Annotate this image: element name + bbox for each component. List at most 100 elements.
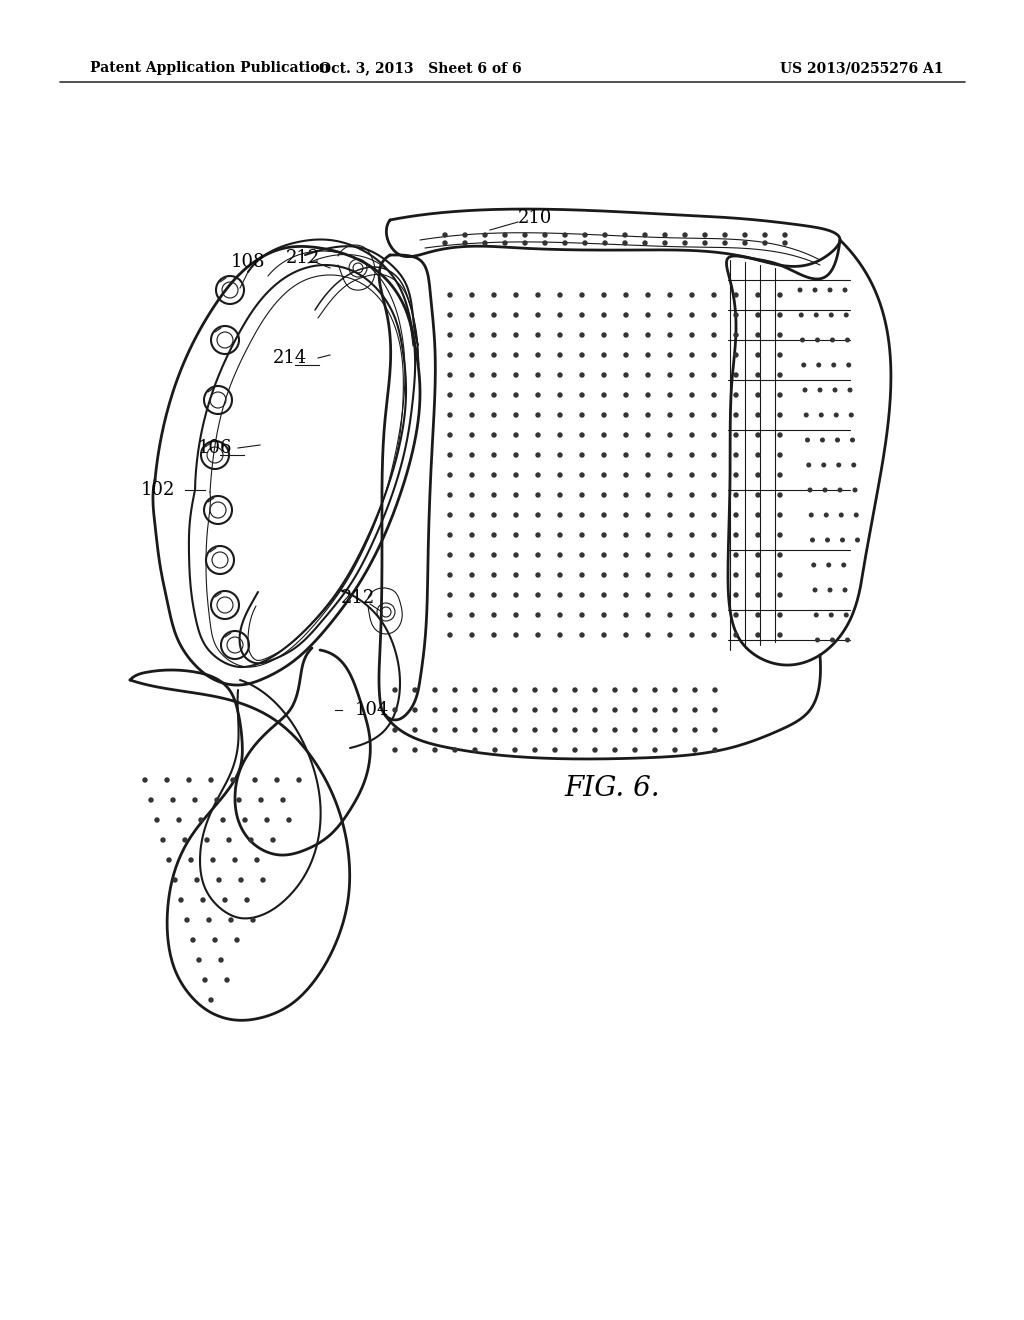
Circle shape: [185, 917, 189, 921]
Circle shape: [624, 473, 628, 477]
Circle shape: [690, 374, 694, 378]
Circle shape: [492, 313, 496, 317]
Circle shape: [734, 473, 738, 477]
Circle shape: [536, 313, 540, 317]
Circle shape: [734, 533, 738, 537]
Circle shape: [413, 688, 417, 692]
Circle shape: [449, 473, 452, 477]
Circle shape: [523, 242, 527, 246]
Circle shape: [723, 234, 727, 238]
Circle shape: [712, 492, 716, 498]
Circle shape: [536, 573, 540, 577]
Circle shape: [573, 688, 577, 692]
Circle shape: [712, 352, 716, 356]
Circle shape: [558, 634, 562, 638]
Circle shape: [593, 748, 597, 752]
Circle shape: [800, 313, 803, 317]
Circle shape: [558, 333, 562, 337]
Circle shape: [646, 533, 650, 537]
Circle shape: [834, 388, 837, 392]
Circle shape: [463, 234, 467, 238]
Circle shape: [207, 917, 211, 921]
Circle shape: [433, 688, 437, 692]
Circle shape: [643, 234, 647, 238]
Circle shape: [219, 958, 223, 962]
Circle shape: [534, 688, 537, 692]
Circle shape: [413, 708, 417, 711]
Circle shape: [449, 612, 452, 616]
Circle shape: [195, 878, 199, 882]
Circle shape: [514, 333, 518, 337]
Circle shape: [846, 338, 849, 342]
Circle shape: [802, 363, 806, 367]
Circle shape: [255, 858, 259, 862]
Circle shape: [602, 593, 606, 597]
Circle shape: [261, 878, 265, 882]
Text: 102: 102: [140, 480, 175, 499]
Circle shape: [703, 242, 707, 246]
Circle shape: [580, 473, 584, 477]
Circle shape: [646, 473, 650, 477]
Circle shape: [179, 898, 183, 902]
Circle shape: [763, 234, 767, 238]
Circle shape: [201, 898, 205, 902]
Circle shape: [514, 553, 518, 557]
Circle shape: [536, 612, 540, 616]
Circle shape: [536, 533, 540, 537]
Circle shape: [536, 433, 540, 437]
Circle shape: [470, 573, 474, 577]
Circle shape: [514, 612, 518, 616]
Circle shape: [624, 333, 628, 337]
Circle shape: [778, 433, 782, 437]
Circle shape: [177, 818, 181, 822]
Circle shape: [563, 242, 567, 246]
Circle shape: [449, 513, 452, 517]
Circle shape: [536, 513, 540, 517]
Text: 104: 104: [355, 701, 389, 719]
Circle shape: [233, 858, 237, 862]
Circle shape: [493, 688, 497, 692]
Circle shape: [734, 492, 738, 498]
Circle shape: [433, 729, 437, 733]
Circle shape: [514, 433, 518, 437]
Circle shape: [473, 688, 477, 692]
Circle shape: [734, 393, 738, 397]
Circle shape: [734, 433, 738, 437]
Circle shape: [215, 799, 219, 803]
Circle shape: [231, 777, 234, 781]
Circle shape: [558, 473, 562, 477]
Circle shape: [583, 242, 587, 246]
Circle shape: [523, 234, 527, 238]
Circle shape: [837, 463, 841, 467]
Circle shape: [449, 293, 452, 297]
Circle shape: [536, 333, 540, 337]
Circle shape: [653, 688, 657, 692]
Circle shape: [602, 533, 606, 537]
Circle shape: [813, 288, 817, 292]
Circle shape: [690, 553, 694, 557]
Circle shape: [756, 612, 760, 616]
Circle shape: [646, 492, 650, 498]
Circle shape: [734, 634, 738, 638]
Circle shape: [756, 453, 760, 457]
Circle shape: [690, 352, 694, 356]
Circle shape: [723, 242, 727, 246]
Circle shape: [734, 333, 738, 337]
Circle shape: [668, 453, 672, 457]
Circle shape: [580, 533, 584, 537]
Circle shape: [756, 333, 760, 337]
Circle shape: [217, 878, 221, 882]
Circle shape: [433, 708, 437, 711]
Circle shape: [668, 612, 672, 616]
Circle shape: [712, 293, 716, 297]
Circle shape: [558, 573, 562, 577]
Circle shape: [593, 688, 597, 692]
Circle shape: [668, 333, 672, 337]
Circle shape: [756, 352, 760, 356]
Circle shape: [580, 492, 584, 498]
Circle shape: [199, 818, 203, 822]
Circle shape: [393, 748, 397, 752]
Circle shape: [143, 777, 147, 781]
Circle shape: [743, 234, 746, 238]
Circle shape: [778, 573, 782, 577]
